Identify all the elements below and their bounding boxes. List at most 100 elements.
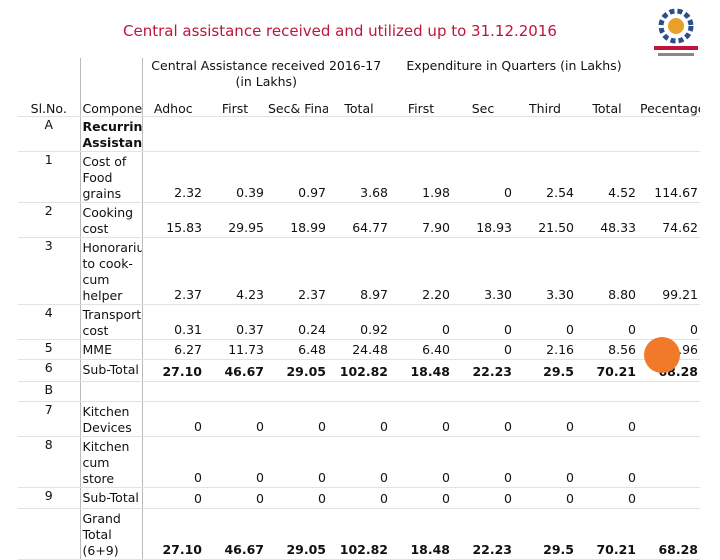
table-cell (576, 381, 638, 402)
table-cell: 6.27 (142, 339, 204, 360)
table-cell (452, 381, 514, 402)
table-cell: Sl.No. (18, 96, 81, 117)
table-cell (576, 116, 638, 152)
table-cell: 4 (18, 304, 81, 340)
table-cell: 0 (266, 401, 328, 437)
table-cell: Central Assistance received 2016-17 (in … (151, 58, 382, 89)
table-cell: 0 (328, 487, 390, 509)
table-cell: 0 (452, 436, 514, 488)
table-cell: 2 (18, 202, 81, 238)
table-cell: Pecentage (638, 96, 700, 117)
table-cell: 1 (18, 151, 81, 203)
table-cell: 2.37 (142, 237, 204, 305)
table-cell: 0 (514, 304, 576, 340)
table-cell: 0.31 (142, 304, 204, 340)
table-cell: Cost of Food grains (80, 151, 143, 203)
table-cell: 3.30 (514, 237, 576, 305)
table-cell: 1.98 (390, 151, 452, 203)
table-cell (18, 508, 81, 560)
table-cell: Recurring Assistance (80, 116, 143, 152)
table-cell: First (390, 96, 452, 117)
table-cell: Kitchen cum store (80, 436, 143, 488)
table-cell: Honorarium to cook-cum helper (80, 237, 143, 305)
table-cell: A (18, 116, 81, 152)
table-cell: 99.21 (638, 237, 700, 305)
table-cell (514, 116, 576, 152)
table-cell: 0 (328, 401, 390, 437)
title: Central assistance received and utilized… (123, 22, 557, 40)
table-cell: 29.5 (514, 508, 576, 560)
table-cell (638, 58, 700, 96)
table-cell (638, 401, 700, 437)
table-cell: 0.92 (328, 304, 390, 340)
table-cell: 0 (514, 436, 576, 488)
data-table: Central Assistance received 2016-17 (in … (18, 58, 700, 560)
table-cell: Kitchen Devices (80, 401, 143, 437)
page: Central assistance received and utilized… (18, 8, 700, 560)
table-cell: 29.05 (266, 359, 328, 382)
table-cell: 0 (142, 487, 204, 509)
table-cell: MME (80, 339, 143, 360)
table-cell (638, 436, 700, 488)
table-cell: 0 (452, 487, 514, 509)
table-cell: 5 (18, 339, 81, 360)
table-cell: Sec& Final (266, 96, 328, 117)
table-cell: Grand Total (6+9) (80, 508, 143, 560)
table-cell: 0 (576, 401, 638, 437)
table-cell: 6.48 (266, 339, 328, 360)
table-cell: Total (328, 96, 390, 117)
table-cell (142, 116, 204, 152)
table-cell (142, 381, 204, 402)
table-cell: B (18, 381, 81, 402)
table-cell: 0 (390, 487, 452, 509)
table-cell: 70.21 (576, 359, 638, 382)
table-cell: 0 (204, 487, 266, 509)
table-cell: 0 (514, 487, 576, 509)
table-cell: 0 (452, 401, 514, 437)
table-cell (266, 116, 328, 152)
table-cell: 64.77 (328, 202, 390, 238)
table-cell: Third (514, 96, 576, 117)
table-cell: 22.23 (452, 359, 514, 382)
table-cell: 0 (576, 304, 638, 340)
table-cell (80, 58, 143, 96)
table-cell: 2.16 (514, 339, 576, 360)
table-cell: Adhoc (142, 96, 204, 117)
table-cell: 0 (266, 436, 328, 488)
table-cell: 27.10 (142, 359, 204, 382)
table-cell (452, 116, 514, 152)
table-cell: 6 (18, 359, 81, 382)
table-cell (266, 381, 328, 402)
table-cell: 24.48 (328, 339, 390, 360)
table-cell (328, 116, 390, 152)
table-cell (390, 116, 452, 152)
table-cell: 6.40 (390, 339, 452, 360)
table-cell (80, 381, 143, 402)
table-cell: 18.48 (390, 508, 452, 560)
table-cell: 0 (390, 401, 452, 437)
table-cell: 0.97 (266, 151, 328, 203)
table-cell: 0 (142, 401, 204, 437)
table-cell: Component (80, 96, 143, 117)
table-cell: 102.82 (328, 508, 390, 560)
table-cell: Sub-Total (80, 359, 143, 382)
table-cell: 114.67 (638, 151, 700, 203)
table-cell (328, 381, 390, 402)
table-cell: 0 (452, 339, 514, 360)
table-cell: 46.67 (204, 508, 266, 560)
table-cell: 22.23 (452, 508, 514, 560)
table-cell: 4.23 (204, 237, 266, 305)
table-cell: 0.24 (266, 304, 328, 340)
table-cell: 0 (390, 304, 452, 340)
table-cell (18, 58, 81, 96)
table-cell: 2.20 (390, 237, 452, 305)
table-cell: 68.28 (638, 508, 700, 560)
table-cell: 27.10 (142, 508, 204, 560)
table-cell: 15.83 (142, 202, 204, 238)
table-cell: 7 (18, 401, 81, 437)
table-cell: 8.80 (576, 237, 638, 305)
table-cell: 4.52 (576, 151, 638, 203)
table-cell (638, 381, 700, 402)
table-cell: 0.37 (204, 304, 266, 340)
table-cell: Transportation cost (80, 304, 143, 340)
